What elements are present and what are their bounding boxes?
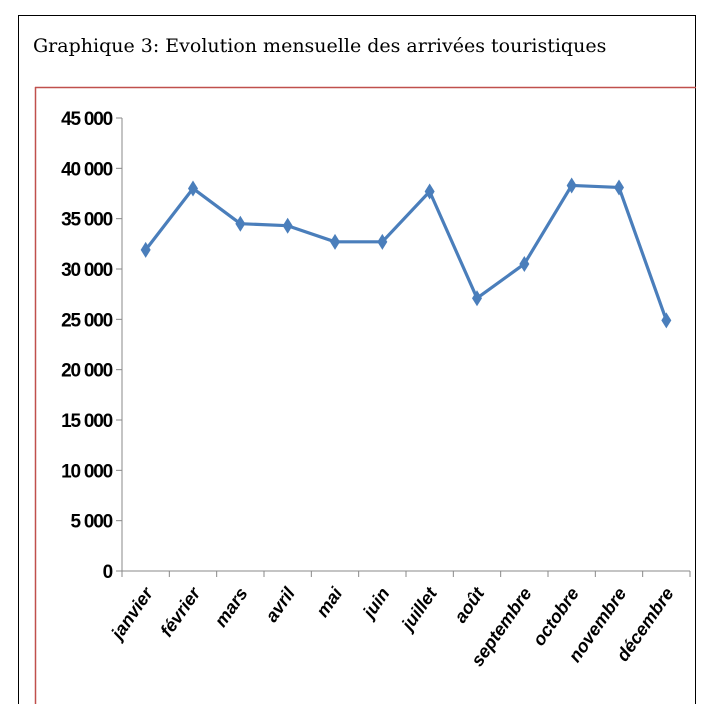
plot: 0 5 000 10 000 15 000 20 000 25 000 30 000 35 0… xyxy=(61,109,691,670)
x-tick-label: août xyxy=(450,583,489,626)
marker xyxy=(472,290,482,307)
y-tick-label: 30 000 xyxy=(61,260,113,281)
y-tick-label: 10 000 xyxy=(61,461,113,482)
x-tick-label: janvier xyxy=(106,583,157,644)
y-tick-label: 45 000 xyxy=(61,109,113,130)
y-tick-label: 35 000 xyxy=(61,210,113,231)
y-tick-label: 0 xyxy=(103,562,113,583)
x-tick-label: février xyxy=(156,583,205,640)
marker xyxy=(566,177,577,194)
marker xyxy=(424,183,435,200)
x-tick-label: juin xyxy=(358,584,394,623)
marker xyxy=(661,312,672,329)
marker xyxy=(614,179,624,196)
marker xyxy=(282,217,293,234)
y-tick-label: 20 000 xyxy=(61,361,113,382)
x-tick-label: juillet xyxy=(396,583,441,635)
chart-title: Graphique 3: Evolution mensuelle des arr… xyxy=(33,35,606,57)
y-tick-label: 5 000 xyxy=(70,512,112,533)
frame xyxy=(18,15,696,704)
x-tick-label: mai xyxy=(312,583,347,621)
marker xyxy=(377,233,388,250)
x-tick-label: mars xyxy=(211,584,252,631)
marker xyxy=(188,180,198,197)
marker xyxy=(519,255,530,272)
line xyxy=(144,183,668,321)
marker xyxy=(330,233,340,250)
marker xyxy=(140,241,151,258)
y-tick-label: 40 000 xyxy=(61,159,113,180)
x-tick-label: avril xyxy=(261,583,299,626)
marker xyxy=(235,215,246,232)
y-tick-label: 25 000 xyxy=(61,310,113,331)
y-tick-label: 15 000 xyxy=(61,411,113,432)
